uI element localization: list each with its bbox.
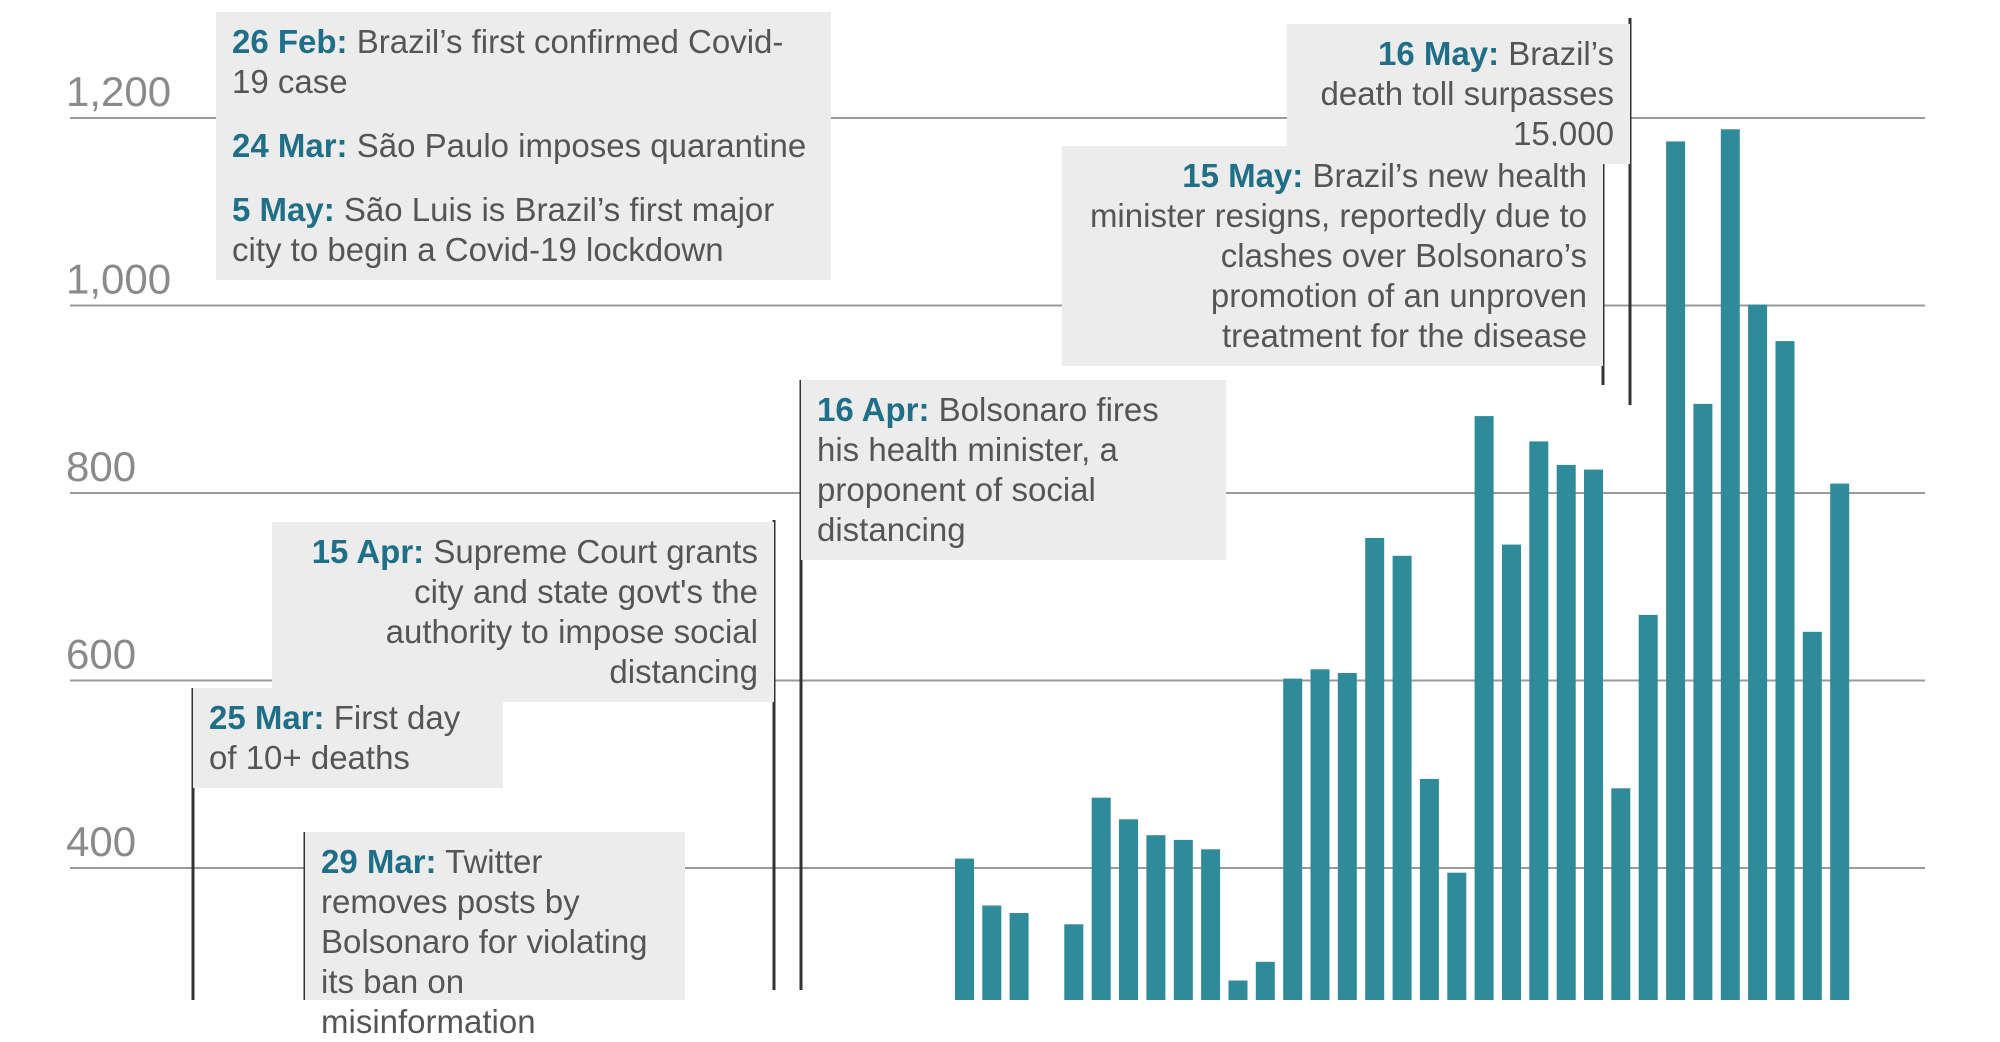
bar: [1556, 464, 1576, 1000]
annotation-date: 15 May:: [1182, 157, 1304, 194]
bar: [1584, 469, 1603, 1000]
bar: [1638, 614, 1658, 1000]
bar: [1392, 555, 1412, 1000]
annotation-date: 29 Mar:: [321, 843, 437, 880]
bar: [1419, 778, 1439, 1000]
annotation-may16: 16 May: Brazil’s death toll surpasses 15…: [1287, 24, 1630, 164]
bar: [1720, 129, 1740, 1000]
y-tick-label: 400: [66, 818, 136, 865]
bar: [1255, 961, 1275, 1000]
bar: [955, 858, 974, 1000]
bars: [955, 129, 1850, 1000]
annotation-text: São Luis is Brazil’s first major city to…: [232, 191, 775, 268]
annotation-mar24: 24 Mar: São Paulo imposes quarantine: [232, 126, 815, 166]
bar: [1830, 483, 1850, 1000]
bar: [1310, 669, 1330, 1000]
annotation-mar25: 25 Mar: First day of 10+ deaths: [193, 688, 503, 788]
bar: [1775, 341, 1795, 1000]
annotation-text: Brazil’s first confirmed Covid-19 case: [232, 23, 784, 100]
annotation-date: 24 Mar:: [232, 127, 348, 164]
annotation-feb26: 26 Feb: Brazil’s first confirmed Covid-1…: [232, 22, 815, 102]
bar: [1173, 839, 1193, 1000]
y-tick-label: 600: [66, 631, 136, 678]
bar: [982, 905, 1002, 1000]
bar: [1064, 924, 1084, 1000]
annotation-date: 26 Feb:: [232, 23, 348, 60]
bar: [1283, 678, 1303, 1000]
annotation-date: 15 Apr:: [311, 533, 425, 570]
annotation-date: 16 Apr:: [817, 391, 930, 428]
bar: [1201, 849, 1221, 1000]
annotation-text: First day of 10+ deaths: [209, 699, 461, 776]
bar: [1365, 538, 1385, 1000]
y-tick-label: 800: [66, 443, 136, 490]
y-tick-label: 1,000: [66, 256, 171, 303]
annotation-mar29: 29 Mar: Twitter removes posts by Bolsona…: [305, 832, 685, 1040]
bar: [1748, 304, 1768, 1000]
annotation-early-events: 26 Feb: Brazil’s first confirmed Covid-1…: [216, 12, 831, 280]
bar: [1091, 797, 1111, 1000]
annotation-date: 16 May:: [1378, 35, 1500, 72]
bar: [1119, 819, 1138, 1000]
bar: [1502, 544, 1521, 1000]
bar: [1337, 673, 1357, 1000]
annotation-may15: 15 May: Brazil’s new health minister res…: [1062, 146, 1603, 366]
bar: [1228, 980, 1248, 1000]
annotation-text: Brazil’s death toll surpasses 15,000: [1320, 35, 1614, 152]
y-tick-label: 1,200: [66, 68, 171, 115]
bar: [1611, 788, 1631, 1000]
bar: [1146, 835, 1166, 1000]
bar: [1666, 141, 1686, 1000]
annotation-text: Bolsonaro fires his health minister, a p…: [817, 391, 1159, 548]
annotation-text: São Paulo imposes quarantine: [347, 127, 807, 164]
annotation-apr16: 16 Apr: Bolsonaro fires his health minis…: [801, 380, 1226, 560]
bar: [1447, 872, 1467, 1000]
annotation-date: 25 Mar:: [209, 699, 325, 736]
bar: [1802, 631, 1822, 1000]
annotation-date: 5 May:: [232, 191, 335, 228]
bar: [1009, 913, 1029, 1000]
annotation-text: Supreme Court grants city and state govt…: [385, 533, 758, 690]
annotation-apr15: 15 Apr: Supreme Court grants city and st…: [272, 522, 774, 702]
annotation-text: Brazil’s new health minister resigns, re…: [1089, 157, 1587, 354]
bar: [1693, 403, 1713, 1000]
bar: [1529, 441, 1549, 1000]
annotation-may5: 5 May: São Luis is Brazil’s first major …: [232, 190, 815, 270]
bar: [1474, 416, 1494, 1000]
